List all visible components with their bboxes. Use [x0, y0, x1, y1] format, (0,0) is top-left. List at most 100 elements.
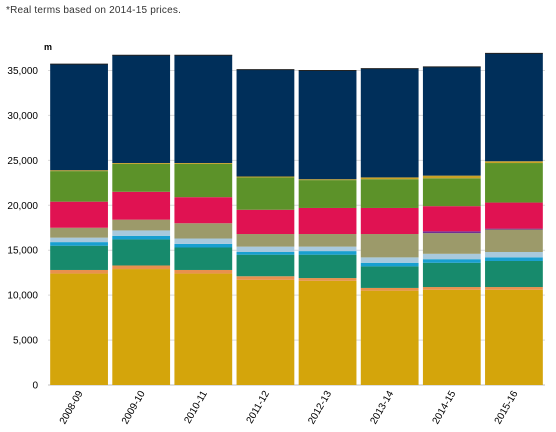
bar-segment	[422, 178, 481, 207]
bar-segment	[422, 259, 481, 263]
bar-segment	[360, 287, 419, 291]
bar-segment	[236, 254, 295, 277]
bar-segment	[50, 273, 108, 385]
bar-segment	[298, 254, 357, 279]
bar-segment	[112, 219, 171, 231]
y-tick-label: 30,000	[7, 111, 38, 122]
bar-segment	[422, 289, 481, 385]
y-tick-label: 0	[32, 381, 38, 392]
bar-segment	[422, 66, 481, 176]
bar-segment	[298, 280, 357, 385]
bar-segment	[112, 235, 171, 240]
bar-segment	[485, 229, 543, 252]
bar-segment	[236, 176, 295, 178]
bar-segment	[174, 238, 233, 244]
bar-segment	[112, 191, 171, 220]
bar-segment	[236, 251, 295, 255]
y-tick-label: 20,000	[7, 201, 38, 212]
bar-segment	[298, 234, 357, 247]
bar-segment	[50, 242, 108, 246]
bar-segment	[422, 287, 481, 290]
bar-segment	[298, 251, 357, 255]
bar-segment	[422, 206, 481, 232]
y-tick-label: 10,000	[7, 291, 38, 302]
bar-segment	[485, 161, 543, 164]
bar-segment	[50, 227, 108, 238]
bar-segment	[174, 223, 233, 239]
bar-segment	[360, 290, 419, 385]
bar-segment	[174, 163, 233, 198]
x-tick-label: 2012-13	[306, 389, 334, 427]
bar-segment	[112, 230, 171, 236]
y-tick-label: 15,000	[7, 246, 38, 257]
x-tick-label: 2009-10	[120, 389, 148, 427]
bar-segment	[298, 179, 357, 181]
bar-segment	[236, 209, 295, 235]
bar-segment	[112, 265, 171, 270]
bar-segment	[112, 239, 171, 266]
bar-segment	[422, 233, 481, 254]
bar-segment	[485, 251, 543, 258]
bar-segment	[485, 289, 543, 385]
bar-segment	[360, 234, 419, 258]
bar-segment	[485, 260, 543, 288]
bar-segment	[298, 207, 357, 235]
bar-segment	[360, 207, 419, 235]
bar-segment	[485, 202, 543, 229]
bar-segment	[174, 273, 233, 385]
bar-segment	[236, 246, 295, 252]
bar-segment	[174, 247, 233, 270]
bar-segment	[360, 68, 419, 178]
x-tick-label: 2014-15	[431, 389, 459, 427]
y-tick-label: 5,000	[13, 336, 38, 347]
bar-segment	[236, 276, 295, 280]
x-tick-label: 2010-11	[182, 389, 210, 426]
bar-segment	[485, 287, 543, 290]
bar-segment	[50, 170, 108, 172]
y-tick-label: 35,000	[7, 66, 38, 77]
bar-segment	[360, 262, 419, 267]
bar-segment	[236, 177, 295, 210]
bar-segment	[174, 163, 233, 164]
bar-segment	[485, 257, 543, 261]
x-tick-label: 2011-12	[245, 389, 273, 426]
bar-segment	[236, 234, 295, 247]
bar-segment	[174, 55, 233, 164]
x-tick-label: 2008-09	[58, 389, 86, 427]
bar-segment	[50, 269, 108, 274]
x-tick-label: 2013-14	[368, 389, 396, 427]
y-axis-unit-label: m	[44, 42, 52, 52]
bar-segment	[236, 69, 295, 177]
bar-segment	[298, 70, 357, 180]
bar-segment	[485, 53, 543, 162]
bar-segment	[360, 257, 419, 263]
bar-segment	[298, 246, 357, 252]
bar-segment	[422, 262, 481, 288]
y-tick-label: 25,000	[7, 156, 38, 167]
bar-segment	[50, 64, 108, 171]
bar-segment	[485, 163, 543, 203]
bar-segment	[50, 171, 108, 202]
bar-segment	[360, 179, 419, 208]
bar-segment	[422, 231, 481, 234]
bar-segment	[360, 266, 419, 288]
x-axis: 2008-09 2009-10 2010-11 2011-12 2012-13 2013-…	[58, 389, 521, 427]
bar-segment	[112, 163, 171, 192]
bar-segment	[422, 253, 481, 260]
bar-segment	[112, 55, 171, 164]
bar-segment	[50, 245, 108, 270]
bar-segment	[174, 269, 233, 274]
bar-segment	[485, 228, 543, 230]
bar-segment	[174, 197, 233, 224]
bar-segment	[112, 269, 171, 385]
chart-footnote: *Real terms based on 2014-15 prices.	[6, 5, 182, 16]
bar-segment	[298, 180, 357, 208]
bar-segment	[50, 237, 108, 243]
bar-segment	[360, 177, 419, 180]
x-tick-label: 2015-16	[493, 389, 521, 427]
bars	[50, 52, 543, 385]
bar-segment	[236, 279, 295, 385]
bar-segment	[422, 175, 481, 179]
bar-segment	[50, 201, 108, 228]
